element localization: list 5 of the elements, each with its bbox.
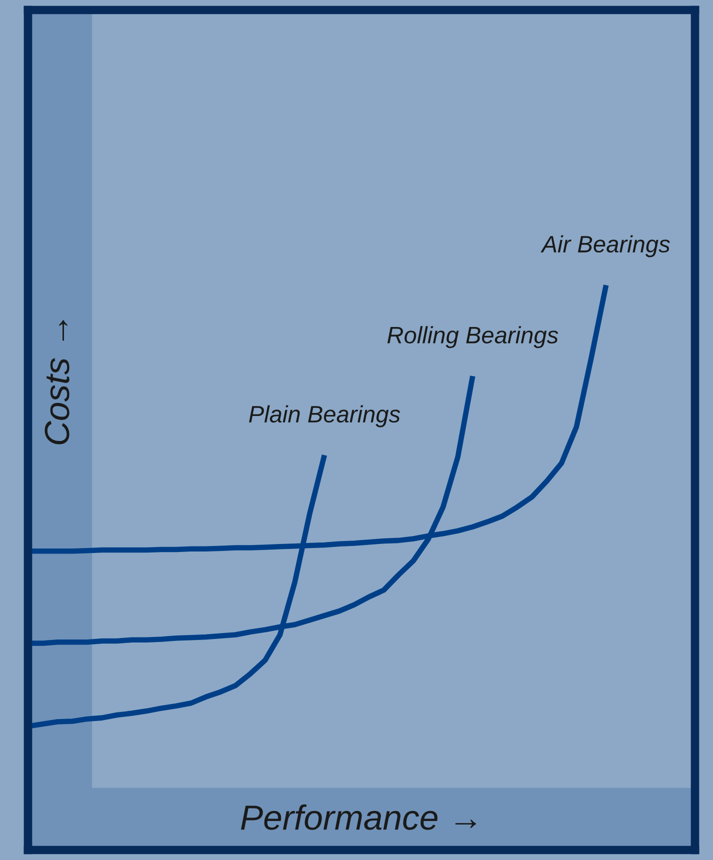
series-label: Air Bearings — [540, 235, 670, 258]
series-label: Rolling Bearings — [387, 326, 558, 348]
x-axis-title: Performance → — [241, 804, 476, 830]
y-axis-title: Costs → — [44, 320, 70, 444]
series-label: Plain Bearings — [249, 405, 400, 428]
